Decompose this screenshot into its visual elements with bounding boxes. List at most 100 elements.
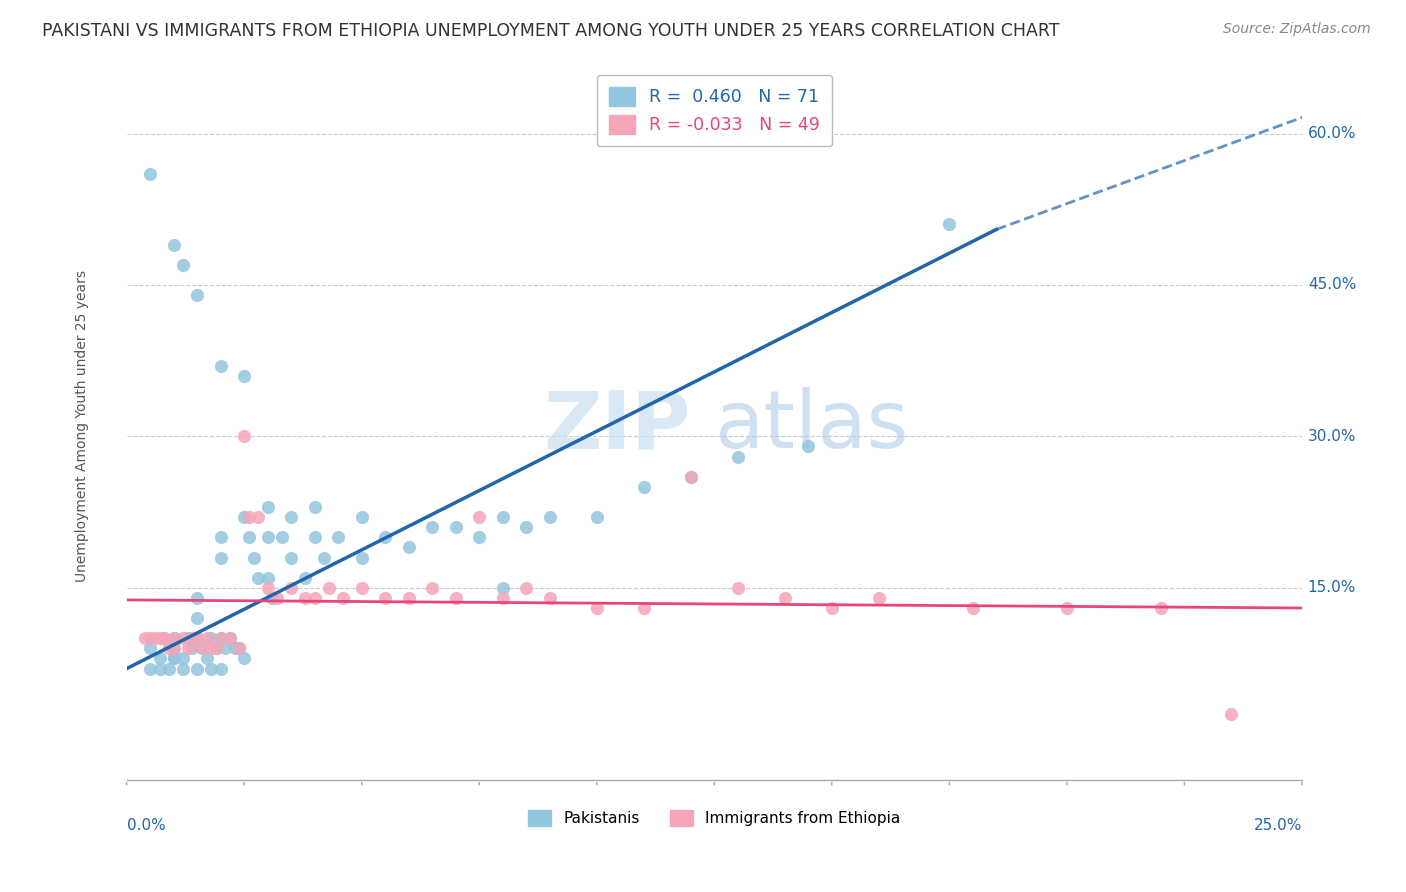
Point [219, 632, 242, 646]
Point [420, 520, 443, 534]
Point [444, 591, 467, 605]
Point [374, 591, 396, 605]
Point [209, 530, 232, 544]
Point [332, 591, 354, 605]
Point [492, 591, 515, 605]
Point [163, 651, 186, 665]
Point [515, 581, 537, 595]
Point [200, 641, 222, 656]
Point [280, 510, 302, 524]
Point [233, 368, 256, 383]
Point [962, 601, 984, 615]
Point [177, 632, 200, 646]
Point [238, 530, 260, 544]
Point [228, 641, 250, 656]
Point [797, 440, 820, 454]
Point [294, 591, 316, 605]
Point [163, 641, 186, 656]
Text: atlas: atlas [714, 387, 908, 466]
Point [821, 601, 844, 615]
Point [420, 581, 443, 595]
Point [280, 550, 302, 565]
Point [163, 632, 186, 646]
Point [374, 530, 396, 544]
Point [139, 641, 162, 656]
Point [1056, 601, 1078, 615]
Point [191, 641, 214, 656]
Point [350, 550, 373, 565]
Point [515, 520, 537, 534]
Point [679, 470, 702, 484]
Point [633, 480, 655, 494]
Point [209, 550, 232, 565]
Point [200, 632, 222, 646]
Point [270, 530, 292, 544]
Point [727, 450, 749, 464]
Point [139, 662, 162, 676]
Point [468, 530, 491, 544]
Point [181, 641, 204, 656]
Point [153, 632, 176, 646]
Point [163, 237, 186, 252]
Point [153, 632, 176, 646]
Point [195, 632, 218, 646]
Point [186, 591, 208, 605]
Text: PAKISTANI VS IMMIGRANTS FROM ETHIOPIA UNEMPLOYMENT AMONG YOUTH UNDER 25 YEARS CO: PAKISTANI VS IMMIGRANTS FROM ETHIOPIA UN… [42, 22, 1060, 40]
Point [238, 510, 260, 524]
Point [143, 632, 166, 646]
Point [214, 641, 236, 656]
Point [492, 581, 515, 595]
Point [163, 632, 186, 646]
Point [444, 520, 467, 534]
Point [256, 581, 278, 595]
Point [163, 641, 186, 656]
Point [224, 641, 246, 656]
Point [350, 510, 373, 524]
Point [209, 662, 232, 676]
Point [186, 288, 208, 302]
Point [233, 651, 256, 665]
Point [727, 581, 749, 595]
Point [328, 530, 350, 544]
Point [200, 662, 222, 676]
Point [149, 632, 172, 646]
Point [538, 591, 561, 605]
Point [256, 530, 278, 544]
Point [191, 641, 214, 656]
Point [773, 591, 796, 605]
Point [468, 510, 491, 524]
Text: Unemployment Among Youth under 25 years: Unemployment Among Youth under 25 years [75, 270, 89, 582]
Point [186, 632, 208, 646]
Point [172, 651, 194, 665]
Point [228, 641, 250, 656]
Point [172, 258, 194, 272]
Text: 60.0%: 60.0% [1308, 126, 1357, 141]
Point [247, 571, 270, 585]
Text: 25.0%: 25.0% [1254, 819, 1302, 833]
Point [219, 632, 242, 646]
Point [233, 510, 256, 524]
Text: ZIP: ZIP [544, 387, 690, 466]
Point [318, 581, 340, 595]
Point [209, 632, 232, 646]
Text: 30.0%: 30.0% [1308, 429, 1357, 444]
Point [157, 662, 180, 676]
Text: 45.0%: 45.0% [1308, 277, 1357, 293]
Point [398, 541, 420, 555]
Point [294, 571, 316, 585]
Point [177, 641, 200, 656]
Point [181, 632, 204, 646]
Text: 0.0%: 0.0% [127, 819, 166, 833]
Point [186, 632, 208, 646]
Point [242, 550, 264, 565]
Point [247, 510, 270, 524]
Point [134, 632, 156, 646]
Point [209, 632, 232, 646]
Point [205, 641, 228, 656]
Point [172, 662, 194, 676]
Text: Source: ZipAtlas.com: Source: ZipAtlas.com [1223, 22, 1371, 37]
Point [149, 651, 172, 665]
Point [492, 510, 515, 524]
Point [633, 601, 655, 615]
Point [280, 581, 302, 595]
